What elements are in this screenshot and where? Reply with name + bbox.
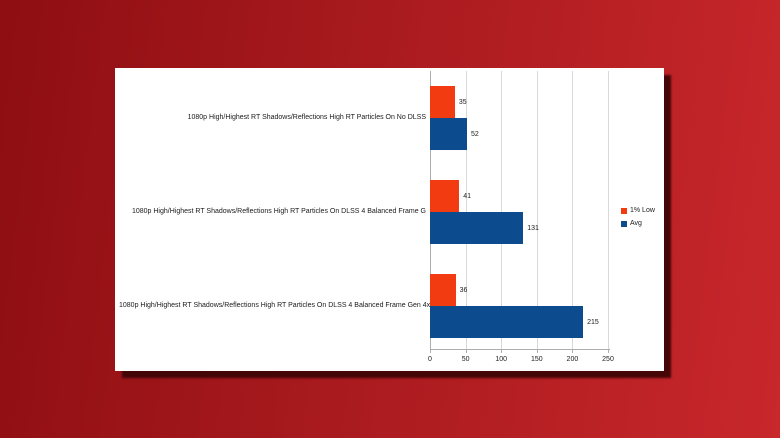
bar-avg [430, 118, 468, 150]
bar-value-label: 131 [527, 225, 539, 232]
x-tick-mark [572, 349, 574, 353]
x-tick-mark [430, 349, 431, 353]
gridline [465, 71, 467, 349]
bar-value-label: 36 [459, 287, 468, 294]
category-label: 1080p High/Highest RT Shadows/Reflection… [119, 302, 431, 309]
x-tick-label: 150 [530, 356, 543, 363]
bar-value-label: 215 [587, 319, 599, 326]
x-tick-mark [501, 349, 503, 353]
x-tick-mark [465, 349, 467, 353]
chart-card: 0 50 100 150 200 250 1080p High/Highest RT Sha… [115, 68, 664, 371]
x-axis-line [430, 349, 610, 350]
bar-value-label: 52 [471, 131, 479, 138]
bar-value-label: 41 [463, 193, 471, 200]
legend-label-1-low: 1% Low [630, 207, 655, 214]
legend-label-avg: Avg [630, 220, 642, 227]
legend-swatch-1-low [621, 208, 627, 214]
legend-swatch-avg [621, 221, 627, 227]
gridline [536, 71, 538, 349]
x-tick-mark [608, 349, 609, 353]
bar-1-low [430, 180, 460, 212]
gridline [501, 71, 503, 349]
bar-avg [430, 212, 524, 244]
bar-avg [430, 306, 584, 338]
gridline [572, 71, 574, 349]
x-tick-mark [536, 349, 538, 353]
x-tick-label: 200 [566, 356, 579, 363]
category-label: 1080p High/Highest RT Shadows/Reflection… [131, 208, 426, 215]
bar-1-low [430, 86, 455, 118]
x-tick-label: 50 [461, 356, 470, 363]
x-tick-label: 250 [602, 356, 614, 363]
x-tick-label: 0 [428, 356, 432, 363]
bar-value-label: 35 [458, 99, 467, 106]
x-tick-label: 100 [495, 356, 508, 363]
category-label: 1080p High/Highest RT Shadows/Reflection… [187, 114, 426, 121]
bar-1-low [430, 274, 456, 306]
gridline [608, 71, 609, 349]
